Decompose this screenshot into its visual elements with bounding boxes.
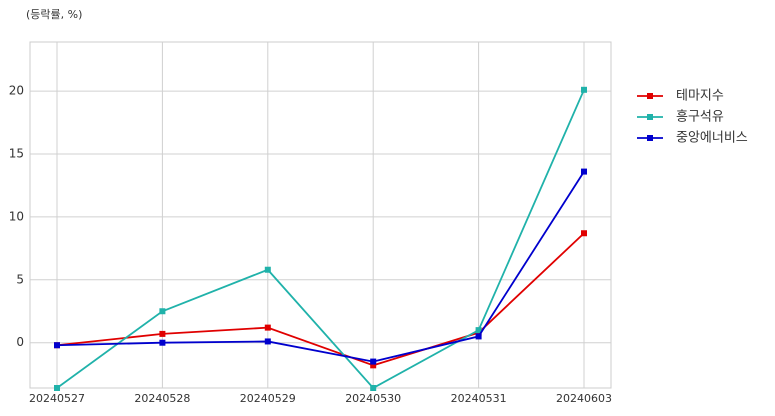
point bbox=[264, 266, 271, 273]
y-tick-label: 0 bbox=[16, 335, 24, 349]
point bbox=[581, 168, 587, 175]
point bbox=[370, 362, 377, 369]
point bbox=[475, 333, 482, 340]
point bbox=[159, 330, 166, 337]
x-tick-label: 20240527 bbox=[29, 392, 85, 405]
y-tick-label: 10 bbox=[9, 209, 24, 223]
point bbox=[264, 338, 271, 345]
point bbox=[159, 339, 166, 346]
point bbox=[159, 308, 166, 315]
point bbox=[370, 385, 377, 391]
axis-title: (등락률, %) bbox=[26, 8, 82, 21]
legend-marker bbox=[647, 135, 653, 141]
legend-label: 중앙에너비스 bbox=[676, 131, 748, 146]
legend-label: 테마지수 bbox=[676, 89, 724, 104]
y-tick-label: 20 bbox=[9, 84, 24, 98]
x-tick-label: 20240531 bbox=[451, 392, 507, 405]
point bbox=[264, 324, 271, 331]
point bbox=[581, 86, 587, 93]
series-group bbox=[54, 86, 587, 391]
point bbox=[370, 358, 377, 365]
plot-frame bbox=[29, 41, 612, 389]
x-tick-label: 20240530 bbox=[345, 392, 401, 405]
series-line bbox=[56, 171, 585, 363]
x-tick-label: 20240603 bbox=[556, 392, 612, 405]
point bbox=[54, 385, 60, 391]
x-tick-label: 20240529 bbox=[240, 392, 296, 405]
x-tick-label: 20240528 bbox=[134, 392, 190, 405]
y-tick-label: 5 bbox=[16, 272, 24, 286]
legend-marker bbox=[647, 93, 653, 99]
point bbox=[581, 230, 587, 237]
legend-label: 흥구석유 bbox=[676, 110, 724, 125]
series-line bbox=[56, 232, 585, 367]
legend-marker bbox=[647, 114, 653, 120]
series-line bbox=[56, 89, 585, 390]
point bbox=[475, 327, 482, 334]
point bbox=[54, 342, 60, 349]
y-tick-label: 15 bbox=[9, 146, 24, 160]
